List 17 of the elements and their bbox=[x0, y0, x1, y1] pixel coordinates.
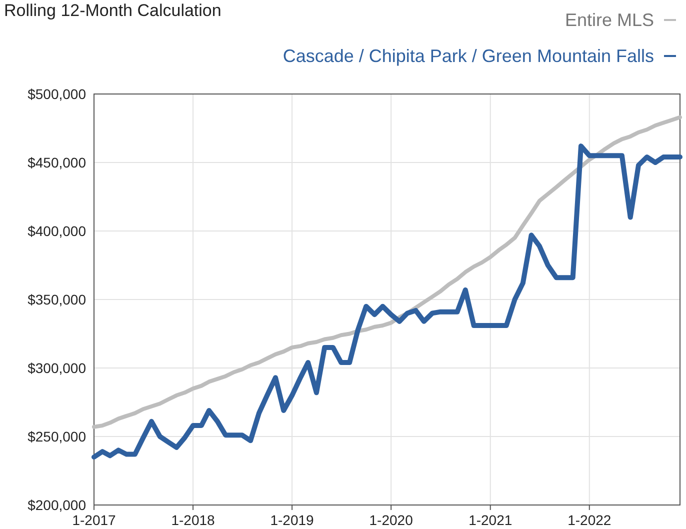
legend-label: Cascade / Chipita Park / Green Mountain Falls bbox=[282, 46, 654, 66]
x-tick-label: 1-2018 bbox=[171, 512, 216, 528]
x-tick-label: 1-2022 bbox=[568, 512, 612, 528]
x-tick-label: 1-2017 bbox=[72, 512, 116, 528]
y-tick-label: $400,000 bbox=[28, 222, 86, 239]
y-tick-label: $300,000 bbox=[28, 360, 86, 376]
legend-label: Entire MLS bbox=[564, 10, 654, 30]
y-tick-label: $450,000 bbox=[28, 154, 86, 170]
x-tick-label: 1-2019 bbox=[270, 512, 314, 528]
x-tick-label: 1-2021 bbox=[468, 512, 512, 528]
y-tick-label: $250,000 bbox=[28, 428, 86, 444]
line-series bbox=[92, 115, 682, 429]
chart-title: Rolling 12-Month Calculation bbox=[4, 1, 222, 20]
x-tick-label: 1-2020 bbox=[369, 512, 414, 528]
y-tick-label: $350,000 bbox=[28, 291, 86, 308]
y-tick-label: $500,000 bbox=[28, 86, 86, 102]
y-tick-label: $200,000 bbox=[28, 496, 86, 513]
